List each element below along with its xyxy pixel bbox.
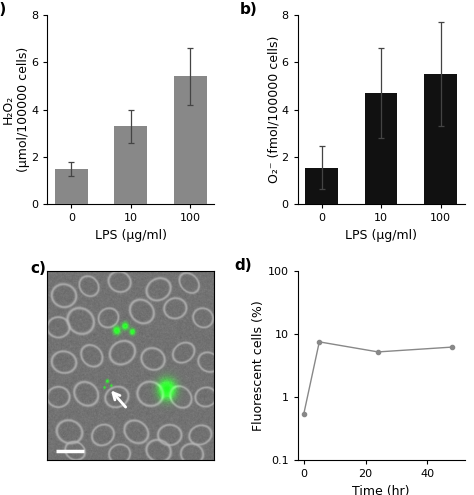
Y-axis label: O₂⁻ (fmol/100000 cells): O₂⁻ (fmol/100000 cells) (267, 36, 280, 183)
Y-axis label: Fluorescent cells (%): Fluorescent cells (%) (252, 300, 265, 431)
Bar (305, 168, 338, 204)
Text: d): d) (234, 257, 252, 273)
Y-axis label: H₂O₂
(μmol/100000 cells): H₂O₂ (μmol/100000 cells) (2, 47, 30, 172)
Bar (424, 74, 457, 204)
X-axis label: Time (hr): Time (hr) (352, 485, 410, 495)
Bar (114, 126, 147, 204)
Text: c): c) (31, 261, 46, 276)
Text: b): b) (239, 1, 257, 16)
Bar (55, 169, 88, 204)
Bar (174, 76, 207, 204)
Text: a): a) (0, 1, 6, 16)
Bar (365, 93, 398, 204)
X-axis label: LPS (μg/ml): LPS (μg/ml) (345, 229, 417, 242)
X-axis label: LPS (μg/ml): LPS (μg/ml) (95, 229, 167, 242)
